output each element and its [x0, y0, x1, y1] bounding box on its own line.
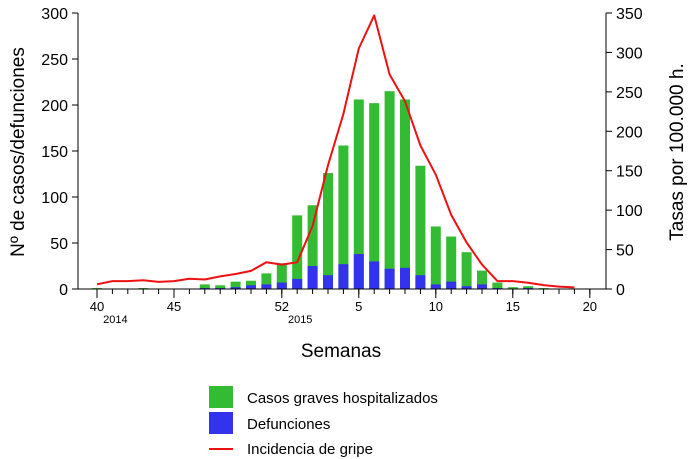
x-tick-label: 15: [506, 299, 520, 314]
x-axis-title: Semanas: [301, 341, 381, 362]
bar-layer: [92, 91, 549, 289]
legend-label-hospitalized: Casos graves hospitalizados: [247, 390, 438, 407]
y-right-tick-label: 150: [616, 164, 643, 181]
bar-deaths-week-51: [261, 284, 272, 289]
bar-deaths-week-49: [230, 287, 241, 289]
legend-label-incidence: Incidencia de gripe: [247, 441, 373, 458]
y-left-tick-label: 100: [41, 190, 68, 207]
x-tick-label: 20: [583, 299, 597, 314]
x-year-label: 2014: [103, 314, 127, 326]
bar-hospitalized-week-4: [338, 145, 349, 289]
bar-deaths-week-3: [323, 275, 333, 289]
axes-layer: 0 50 100 150 200 250 300 0 50 100 150 200 250 300 350 4…: [41, 6, 643, 326]
y-right-tick-label: 250: [616, 85, 643, 102]
bar-hospitalized-week-47: [199, 284, 210, 289]
legend-label-deaths: Defunciones: [247, 416, 330, 433]
bar-hospitalized-week-13: [477, 270, 487, 289]
bar-hospitalized-week-14: [492, 282, 503, 289]
x-tick-label: 5: [355, 299, 362, 314]
x-tick-label: 40: [90, 299, 104, 314]
legend: Casos graves hospitalizados Defunciones …: [209, 386, 438, 458]
y-right-tick-label: 350: [616, 6, 643, 23]
bar-deaths-week-1: [292, 278, 303, 289]
bar-deaths-week-2: [307, 266, 318, 289]
incidence-line: [96, 14, 575, 289]
y-right-tick-label: 200: [616, 124, 643, 141]
x-tick-label: 45: [167, 299, 181, 314]
x-year-label: 2015: [288, 314, 312, 326]
y-right-tick-label: 0: [616, 282, 625, 299]
bar-deaths-week-9: [415, 275, 426, 289]
bar-deaths-week-12: [461, 286, 472, 289]
bar-hospitalized-week-12: [461, 252, 472, 289]
bar-hospitalized-week-1: [292, 215, 303, 289]
y-axis-left-title: Nº de casos/defunciones: [8, 47, 29, 257]
bar-hospitalized-week-10: [430, 226, 441, 289]
y-left-tick-label: 250: [41, 52, 68, 69]
y-left-tick-label: 150: [41, 144, 68, 161]
bar-deaths-week-8: [400, 267, 410, 289]
bar-hospitalized-week-5: [353, 99, 364, 289]
bar-hospitalized-week-50: [246, 280, 256, 289]
bar-deaths-week-4: [338, 264, 349, 289]
bar-hospitalized-week-3: [323, 173, 333, 289]
x-tick-label: 10: [429, 299, 443, 314]
bar-hospitalized-week-51: [261, 273, 272, 289]
bar-hospitalized-week-2: [307, 205, 318, 289]
bar-deaths-week-10: [430, 284, 441, 289]
bar-deaths-week-5: [353, 254, 364, 289]
line-layer: [96, 14, 575, 289]
bar-hospitalized-week-15: [507, 287, 518, 289]
y-right-tick-label: 100: [616, 203, 643, 220]
legend-swatch-deaths: [209, 412, 233, 434]
bar-deaths-week-50: [246, 285, 256, 289]
bar-hospitalized-week-52: [276, 263, 287, 289]
bar-hospitalized-week-7: [384, 91, 395, 289]
y-left-tick-label: 0: [59, 282, 68, 299]
y-left-tick-label: 200: [41, 98, 68, 115]
y-right-tick-label: 300: [616, 45, 643, 62]
bar-hospitalized-week-8: [400, 99, 410, 289]
y-right-tick-label: 50: [616, 243, 634, 260]
bar-hospitalized-week-9: [415, 165, 426, 289]
y-axis-right-title: Tasas por 100.000 h.: [667, 63, 688, 240]
bar-hospitalized-week-6: [369, 103, 380, 289]
bar-hospitalized-week-16: [523, 286, 534, 289]
bar-deaths-week-11: [446, 281, 457, 289]
bar-hospitalized-week-49: [230, 281, 241, 289]
bar-deaths-week-13: [477, 284, 487, 289]
x-tick-label: 52: [275, 299, 289, 314]
bar-deaths-week-7: [384, 268, 395, 289]
bar-deaths-week-52: [276, 282, 287, 289]
bar-hospitalized-week-48: [215, 285, 226, 289]
bar-deaths-week-6: [369, 261, 380, 289]
y-left-tick-label: 300: [41, 6, 68, 23]
y-left-tick-label: 50: [50, 236, 68, 253]
bar-hospitalized-week-11: [446, 236, 457, 289]
legend-swatch-hospitalized: [209, 386, 233, 408]
